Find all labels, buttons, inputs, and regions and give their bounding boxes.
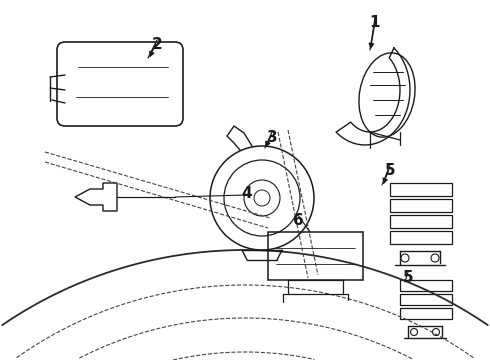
Bar [390, 183, 452, 196]
Text: 5: 5 [385, 163, 395, 178]
Text: 2: 2 [151, 37, 162, 52]
Bar [400, 308, 452, 319]
Text: 4: 4 [242, 185, 252, 201]
Bar [390, 231, 452, 244]
Bar [390, 215, 452, 228]
Bar [400, 280, 452, 291]
Text: 5: 5 [403, 270, 413, 285]
Bar [400, 294, 452, 305]
Bar [390, 199, 452, 212]
Text: 6: 6 [293, 213, 303, 228]
Text: 3: 3 [267, 130, 277, 145]
Bar [268, 232, 363, 280]
Text: 1: 1 [370, 15, 380, 30]
